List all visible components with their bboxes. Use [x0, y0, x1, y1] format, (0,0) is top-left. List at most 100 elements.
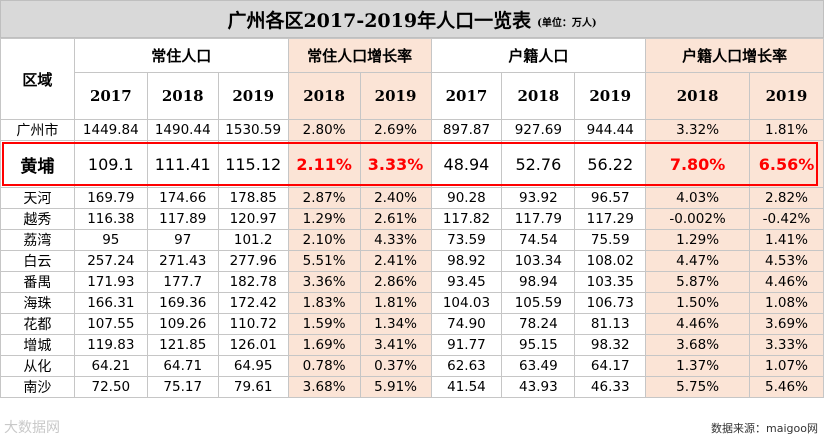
population-cell: 120.97	[217, 208, 289, 230]
population-cell: 115.12	[217, 140, 289, 188]
population-cell: 109.1	[73, 140, 148, 188]
header-year: 2019	[748, 72, 824, 120]
data-source-note: 数据来源：maigoo网	[711, 422, 818, 435]
table-title-bar: 广州各区2017-2019年人口一览表 (单位：万人)	[0, 0, 824, 38]
population-cell: 171.93	[73, 271, 148, 293]
district-name: 番禺	[0, 271, 75, 293]
district-name: 黄埔	[0, 140, 75, 188]
growth-rate-cell: 3.68%	[287, 376, 361, 398]
growth-rate-cell: -0.002%	[645, 208, 750, 230]
population-cell: 107.55	[73, 313, 148, 335]
growth-rate-cell: -0.42%	[748, 208, 824, 230]
population-cell: 64.21	[73, 355, 148, 377]
population-cell: 105.59	[501, 292, 576, 314]
population-cell: 48.94	[430, 140, 503, 188]
population-cell: 46.33	[574, 376, 647, 398]
population-cell: 117.82	[430, 208, 503, 230]
header-resident-growth: 常住人口增长率	[287, 38, 432, 73]
growth-rate-cell: 1.37%	[645, 355, 750, 377]
population-cell: 81.13	[574, 313, 647, 335]
population-cell: 101.2	[217, 229, 289, 251]
table-row: 增城 119.83 121.85 126.01 1.69% 3.41% 91.77 95.15…	[0, 334, 824, 356]
population-cell: 98.32	[574, 334, 647, 356]
population-cell: 257.24	[73, 250, 148, 272]
growth-rate-cell: 2.87%	[287, 187, 361, 209]
district-name: 南沙	[0, 376, 75, 398]
growth-rate-cell: 3.69%	[748, 313, 824, 335]
population-cell: 106.73	[574, 292, 647, 314]
growth-rate-cell: 4.46%	[748, 271, 824, 293]
growth-rate-cell: 1.34%	[359, 313, 432, 335]
growth-rate-cell: 2.11%	[287, 140, 361, 188]
growth-rate-cell: 1.59%	[287, 313, 361, 335]
growth-rate-cell: 3.36%	[287, 271, 361, 293]
population-cell: 73.59	[430, 229, 503, 251]
population-cell: 98.94	[501, 271, 576, 293]
population-cell: 74.90	[430, 313, 503, 335]
header-year: 2018	[146, 72, 219, 120]
population-cell: 117.79	[501, 208, 576, 230]
population-cell: 271.43	[146, 250, 219, 272]
unit-label: (单位：万人)	[537, 18, 597, 29]
population-cell: 103.34	[501, 250, 576, 272]
district-name: 天河	[0, 187, 75, 209]
header-year: 2019	[359, 72, 432, 120]
population-cell: 110.72	[217, 313, 289, 335]
population-table: 区域 常住人口 常住人口增长率 户籍人口 户籍人口增长率 2017 2018 2…	[0, 38, 824, 398]
population-cell: 103.35	[574, 271, 647, 293]
population-cell: 91.77	[430, 334, 503, 356]
table-row: 海珠 166.31 169.36 172.42 1.83% 1.81% 104.03 105.…	[0, 292, 824, 314]
population-cell: 93.92	[501, 187, 576, 209]
population-cell: 62.63	[430, 355, 503, 377]
population-cell: 74.54	[501, 229, 576, 251]
population-cell: 79.61	[217, 376, 289, 398]
population-cell: 72.50	[73, 376, 148, 398]
population-cell: 56.22	[574, 140, 647, 188]
growth-rate-cell: 5.87%	[645, 271, 750, 293]
growth-rate-cell: 2.41%	[359, 250, 432, 272]
growth-rate-cell: 1.81%	[748, 119, 824, 141]
growth-rate-cell: 2.86%	[359, 271, 432, 293]
population-cell: 95.15	[501, 334, 576, 356]
population-cell: 43.93	[501, 376, 576, 398]
population-cell: 1530.59	[217, 119, 289, 141]
population-cell: 64.95	[217, 355, 289, 377]
population-cell: 104.03	[430, 292, 503, 314]
growth-rate-cell: 5.51%	[287, 250, 361, 272]
population-cell: 109.26	[146, 313, 219, 335]
growth-rate-cell: 1.07%	[748, 355, 824, 377]
district-name: 海珠	[0, 292, 75, 314]
growth-rate-cell: 4.47%	[645, 250, 750, 272]
population-cell: 97	[146, 229, 219, 251]
growth-rate-cell: 7.80%	[645, 140, 750, 188]
population-cell: 178.85	[217, 187, 289, 209]
growth-rate-cell: 2.69%	[359, 119, 432, 141]
growth-rate-cell: 5.91%	[359, 376, 432, 398]
growth-rate-cell: 1.29%	[645, 229, 750, 251]
growth-rate-cell: 4.03%	[645, 187, 750, 209]
growth-rate-cell: 1.41%	[748, 229, 824, 251]
population-cell: 897.87	[430, 119, 503, 141]
growth-rate-cell: 2.82%	[748, 187, 824, 209]
header-year: 2018	[501, 72, 576, 120]
growth-rate-cell: 2.10%	[287, 229, 361, 251]
district-name: 白云	[0, 250, 75, 272]
growth-rate-cell: 2.80%	[287, 119, 361, 141]
population-cell: 927.69	[501, 119, 576, 141]
header-year: 2018	[287, 72, 361, 120]
population-cell: 169.79	[73, 187, 148, 209]
population-cell: 41.54	[430, 376, 503, 398]
growth-rate-cell: 1.50%	[645, 292, 750, 314]
table-row: 番禺 171.93 177.7 182.78 3.36% 2.86% 93.45 98.94 1…	[0, 271, 824, 293]
watermark: 大数据网	[4, 420, 60, 436]
table-row: 花都 107.55 109.26 110.72 1.59% 1.34% 74.90 78.24…	[0, 313, 824, 335]
population-cell: 126.01	[217, 334, 289, 356]
growth-rate-cell: 0.78%	[287, 355, 361, 377]
population-cell: 75.59	[574, 229, 647, 251]
district-name: 从化	[0, 355, 75, 377]
header-household-population: 户籍人口	[430, 38, 647, 73]
population-cell: 98.92	[430, 250, 503, 272]
growth-rate-cell: 3.68%	[645, 334, 750, 356]
district-name: 广州市	[0, 119, 75, 141]
growth-rate-cell: 5.46%	[748, 376, 824, 398]
